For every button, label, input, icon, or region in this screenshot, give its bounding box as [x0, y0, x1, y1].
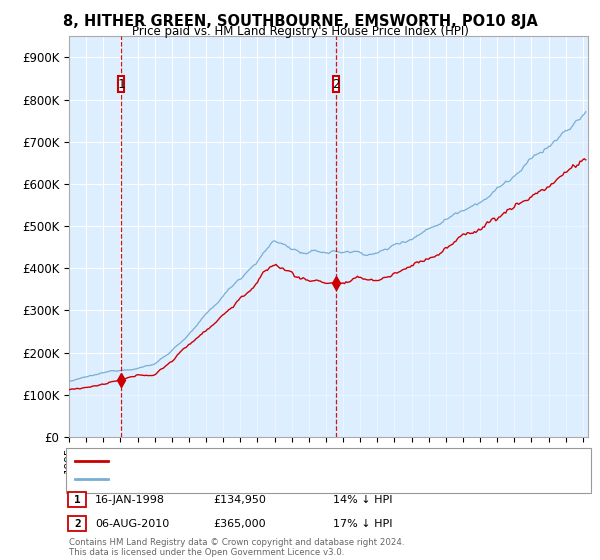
Text: 1: 1 — [74, 494, 81, 505]
Text: £365,000: £365,000 — [213, 519, 266, 529]
FancyBboxPatch shape — [332, 77, 340, 92]
Text: 8, HITHER GREEN, SOUTHBOURNE, EMSWORTH, PO10 8JA (detached house): 8, HITHER GREEN, SOUTHBOURNE, EMSWORTH, … — [114, 456, 509, 466]
Text: Contains HM Land Registry data © Crown copyright and database right 2024.
This d: Contains HM Land Registry data © Crown c… — [69, 538, 404, 557]
Text: 1: 1 — [118, 78, 125, 91]
Text: HPI: Average price, detached house, Chichester: HPI: Average price, detached house, Chic… — [114, 474, 363, 484]
Text: 06-AUG-2010: 06-AUG-2010 — [95, 519, 169, 529]
Text: 2: 2 — [332, 78, 340, 91]
FancyBboxPatch shape — [118, 77, 124, 92]
Text: 16-JAN-1998: 16-JAN-1998 — [95, 494, 165, 505]
Text: £134,950: £134,950 — [213, 494, 266, 505]
Text: 8, HITHER GREEN, SOUTHBOURNE, EMSWORTH, PO10 8JA: 8, HITHER GREEN, SOUTHBOURNE, EMSWORTH, … — [62, 14, 538, 29]
Text: 17% ↓ HPI: 17% ↓ HPI — [333, 519, 392, 529]
Text: 2: 2 — [74, 519, 81, 529]
Text: Price paid vs. HM Land Registry's House Price Index (HPI): Price paid vs. HM Land Registry's House … — [131, 25, 469, 38]
Text: 14% ↓ HPI: 14% ↓ HPI — [333, 494, 392, 505]
